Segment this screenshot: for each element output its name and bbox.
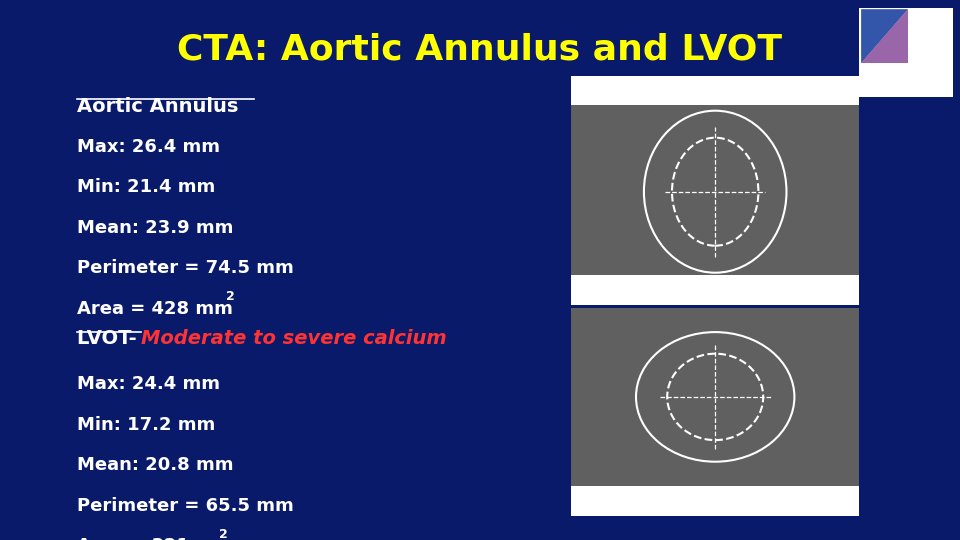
Polygon shape <box>861 9 908 63</box>
FancyBboxPatch shape <box>571 76 859 105</box>
Text: CTA: Aortic Annulus and LVOT: CTA: Aortic Annulus and LVOT <box>178 32 782 66</box>
Text: Annulus: 26.4 x21.4 mm: Annulus: 26.4 x21.4 mm <box>578 282 707 293</box>
Text: 2: 2 <box>226 290 234 303</box>
FancyBboxPatch shape <box>571 486 859 516</box>
Text: LVOT-: LVOT- <box>77 329 143 348</box>
Text: Mount: Mount <box>912 23 949 33</box>
Text: Min: 21.4 mm: Min: 21.4 mm <box>77 178 215 196</box>
Text: Perimeter = 74.5 mm: Perimeter = 74.5 mm <box>77 259 294 277</box>
Text: LVOT: 24.4 x17.2 mm: LVOT: 24.4 x17.2 mm <box>578 493 689 503</box>
Text: Min: 17.2 mm: Min: 17.2 mm <box>77 416 215 434</box>
Text: Max: 26.4 mm: Max: 26.4 mm <box>77 138 220 156</box>
Text: Area: 321 mm²  Perimeter: 65.5 mm: Area: 321 mm² Perimeter: 65.5 mm <box>578 505 767 515</box>
Text: Area: 428 mm²  Perimeter: 74.5 mm: Area: 428 mm² Perimeter: 74.5 mm <box>578 294 767 305</box>
Text: Heart: Heart <box>914 64 948 75</box>
FancyBboxPatch shape <box>571 105 859 278</box>
Text: Annulus and LVOT: Annulus and LVOT <box>638 83 792 98</box>
Text: Mean: 23.9 mm: Mean: 23.9 mm <box>77 219 233 237</box>
FancyBboxPatch shape <box>571 275 859 305</box>
Text: 2: 2 <box>219 528 228 540</box>
Polygon shape <box>861 9 908 63</box>
FancyBboxPatch shape <box>859 8 953 97</box>
Text: Mean: 20.8 mm: Mean: 20.8 mm <box>77 456 233 474</box>
Text: Area = 428 mm: Area = 428 mm <box>77 300 232 318</box>
Text: Area = 321 mm: Area = 321 mm <box>77 537 232 540</box>
Text: Max: 24.4 mm: Max: 24.4 mm <box>77 375 220 393</box>
Text: Aortic Annulus: Aortic Annulus <box>77 97 238 116</box>
Text: Perimeter = 65.5 mm: Perimeter = 65.5 mm <box>77 497 294 515</box>
FancyBboxPatch shape <box>571 308 859 486</box>
Text: Moderate to severe calcium: Moderate to severe calcium <box>141 329 446 348</box>
Text: Sinai: Sinai <box>916 44 946 54</box>
